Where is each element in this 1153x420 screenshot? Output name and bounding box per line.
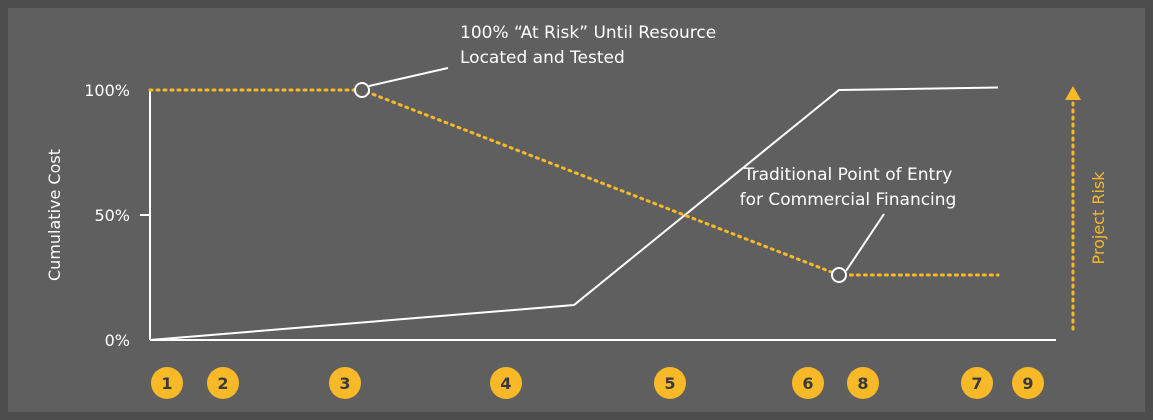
x-marker-label: 9 bbox=[1022, 374, 1033, 393]
x-marker-badge bbox=[490, 367, 522, 399]
x-marker-badge bbox=[1012, 367, 1044, 399]
x-marker-label: 6 bbox=[802, 374, 813, 393]
annotation-marker bbox=[831, 267, 847, 283]
annotation-leader bbox=[845, 213, 885, 272]
annotation-marker bbox=[354, 82, 370, 98]
annotation-text: Located and Tested bbox=[460, 48, 625, 68]
x-marker-badge bbox=[151, 367, 183, 399]
y-axis-title: Cumulative Cost bbox=[45, 149, 64, 281]
secondary-axis-title: Project Risk bbox=[1089, 171, 1108, 265]
project-risk-axis: Project Risk bbox=[1065, 86, 1108, 334]
annotation-text: 100% “At Risk” Until Resource bbox=[460, 23, 716, 43]
x-marker-badge bbox=[961, 367, 993, 399]
x-marker-label: 2 bbox=[217, 374, 228, 393]
annotation-text: Traditional Point of Entry bbox=[743, 165, 953, 185]
x-marker-badge bbox=[654, 367, 686, 399]
x-marker-label: 8 bbox=[857, 374, 868, 393]
x-marker-badge bbox=[329, 367, 361, 399]
x-marker-badge bbox=[847, 367, 879, 399]
project-risk-line bbox=[148, 88, 1000, 277]
annotation-leader bbox=[368, 67, 449, 87]
x-marker-label: 3 bbox=[339, 374, 350, 393]
axes: 0% 50% 100% Cumulative Cost bbox=[45, 81, 1056, 350]
risk-cost-chart: 0% 50% 100% Cumulative Cost 100% “At Risk” … bbox=[45, 23, 1108, 399]
x-marker-label: 7 bbox=[971, 374, 982, 393]
x-marker-label: 5 bbox=[664, 374, 675, 393]
x-marker-badges: 1 2 3 4 5 6 8 7 9 bbox=[151, 367, 1044, 399]
annotation-text: for Commercial Financing bbox=[740, 190, 957, 210]
series-group bbox=[148, 86, 1000, 341]
annotations: 100% “At Risk” Until Resource Located and… bbox=[354, 23, 957, 283]
x-marker-badge bbox=[792, 367, 824, 399]
arrow-up-icon bbox=[1065, 86, 1081, 100]
y-tick-label: 100% bbox=[84, 81, 130, 100]
x-marker-label: 4 bbox=[500, 374, 511, 393]
y-tick-label: 0% bbox=[105, 331, 130, 350]
x-marker-label: 1 bbox=[161, 374, 172, 393]
x-marker-badge bbox=[207, 367, 239, 399]
cumulative-cost-line bbox=[149, 86, 999, 341]
y-tick-label: 50% bbox=[94, 206, 130, 225]
chart-frame: 0% 50% 100% Cumulative Cost 100% “At Risk” … bbox=[8, 8, 1145, 412]
